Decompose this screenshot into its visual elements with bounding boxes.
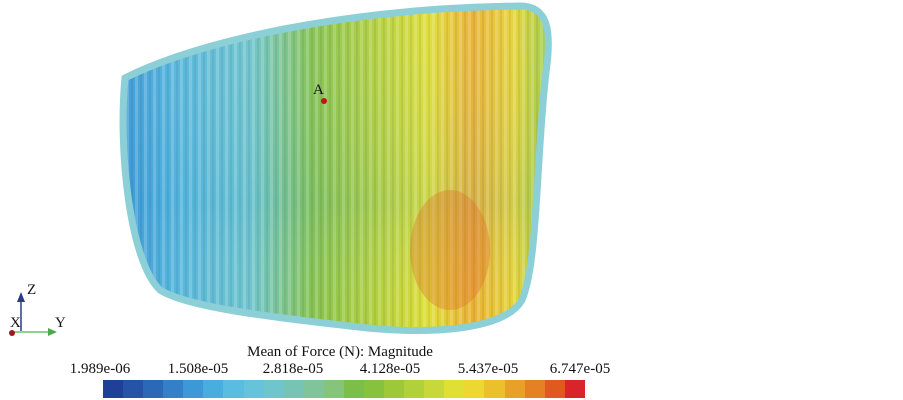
- colorbar-tick: 4.128e-05: [359, 361, 421, 377]
- colorbar-swatch: [303, 380, 324, 398]
- colorbar-swatch: [444, 380, 465, 398]
- colorbar-swatch: [183, 380, 204, 398]
- colorbar-swatch: [223, 380, 244, 398]
- colorbar-swatch: [343, 380, 365, 398]
- colorbar-swatch: [103, 380, 124, 398]
- colorbar-tick: 1.989e-06: [69, 361, 131, 377]
- colorbar-swatch: [263, 380, 284, 398]
- colorbar-swatch: [544, 380, 565, 398]
- colorbar-swatch: [524, 380, 545, 398]
- colorbar-swatch: [424, 380, 445, 398]
- colorbar-tick: 2.818e-05: [262, 361, 324, 377]
- colorbar-swatch: [564, 380, 585, 398]
- colorbar-swatch: [384, 380, 405, 398]
- colorbar-swatch: [404, 380, 425, 398]
- colorbar-tick: 6.747e-05: [549, 361, 611, 377]
- colorbar-swatch: [283, 380, 304, 398]
- point-a-label: A: [313, 82, 324, 98]
- axis-x-label: X: [10, 315, 21, 331]
- part-surface: [119, 2, 552, 334]
- colorbar-swatch: [123, 380, 144, 398]
- colorbar-swatch: [323, 380, 344, 398]
- colorbar-swatch: [484, 380, 505, 398]
- colorbar-swatch: [243, 380, 264, 398]
- axis-triad: [9, 292, 57, 336]
- axis-z-label: Z: [27, 282, 37, 298]
- colorbar-tick: 1.508e-05: [167, 361, 229, 377]
- colorbar: [103, 380, 585, 398]
- colorbar-swatch: [203, 380, 224, 398]
- axis-y-label: Y: [55, 315, 66, 331]
- colorbar-swatch: [143, 380, 164, 398]
- colorbar-tick: 5.437e-05: [457, 361, 519, 377]
- point-a-marker: [321, 98, 327, 104]
- colorbar-swatch: [163, 380, 184, 398]
- colorbar-title: Mean of Force (N): Magnitude: [247, 344, 433, 360]
- colorbar-swatch: [504, 380, 525, 398]
- colorbar-swatch: [364, 380, 385, 398]
- colorbar-swatch: [464, 380, 485, 398]
